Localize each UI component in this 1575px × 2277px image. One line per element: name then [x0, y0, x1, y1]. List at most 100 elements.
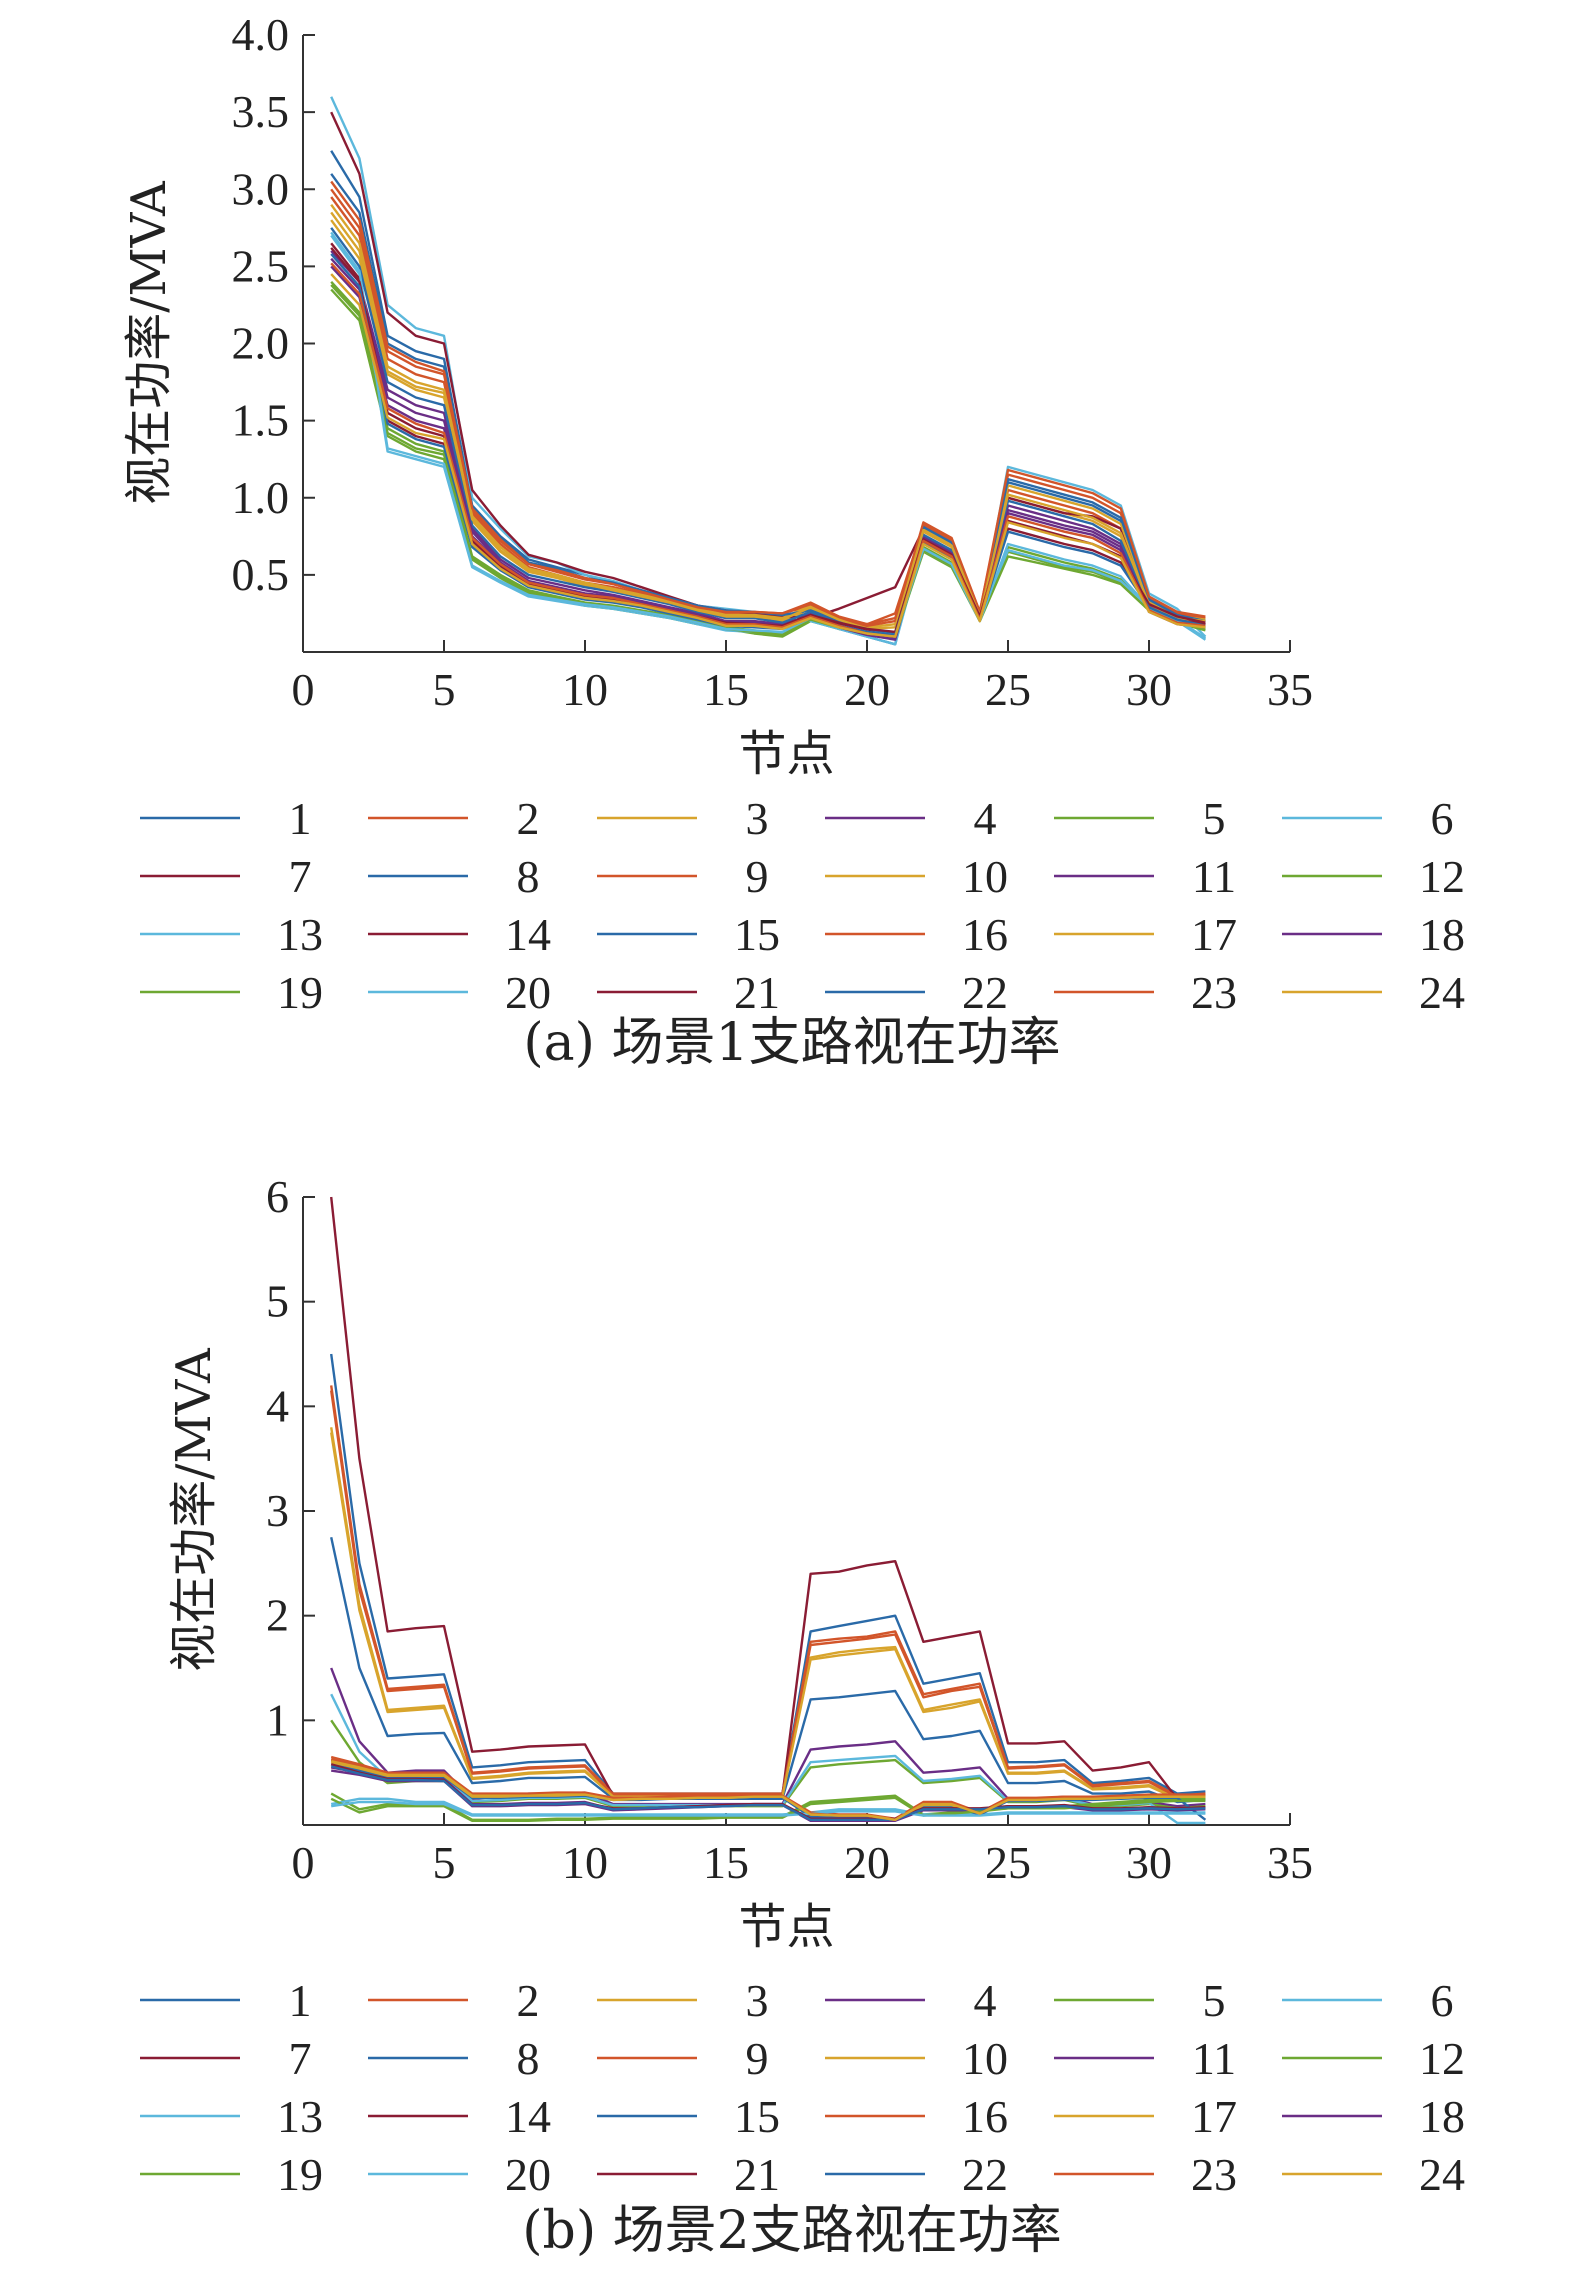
legend-item: 8	[368, 851, 540, 902]
legend-label: 11	[1192, 2033, 1236, 2084]
legend-item: 18	[1282, 909, 1465, 960]
legend-item: 16	[825, 2091, 1008, 2142]
series-line-8	[330, 227, 1206, 638]
y-tick-label: 0.5	[232, 549, 290, 600]
legend-label: 9	[746, 2033, 769, 2084]
legend-label: 12	[1419, 851, 1465, 902]
legend-item: 11	[1054, 851, 1236, 902]
series-line-22	[330, 1765, 1206, 1822]
x-tick-label: 25	[985, 664, 1031, 715]
series-line-20	[331, 1800, 1206, 1817]
legend-item: 10	[825, 851, 1008, 902]
x-axis-label: 节点	[738, 726, 834, 782]
y-tick-label: 3.5	[232, 86, 290, 137]
legend-item: 9	[597, 2033, 769, 2084]
y-tick-label: 1	[266, 1694, 289, 1745]
legend-item: 4	[825, 1975, 997, 2026]
series-line-7	[330, 1196, 1206, 1801]
x-tick-label: 5	[433, 1837, 456, 1888]
legend-item: 17	[1054, 909, 1237, 960]
y-tick-label: 4	[266, 1380, 289, 1431]
legend-label: 5	[1203, 1975, 1226, 2026]
legend-item: 15	[597, 2091, 780, 2142]
series-line-10	[330, 203, 1206, 629]
series-line-2	[330, 196, 1206, 626]
legend-label: 22	[962, 2149, 1008, 2200]
legend-label: 18	[1419, 2091, 1465, 2142]
legend-item: 4	[825, 793, 997, 844]
legend-item: 21	[597, 967, 780, 1018]
series-line-9	[330, 188, 1206, 626]
legend-label: 11	[1192, 851, 1236, 902]
legend-item: 10	[825, 2033, 1008, 2084]
legend-label: 8	[517, 851, 540, 902]
series-line-1	[330, 1353, 1206, 1795]
legend-label: 24	[1419, 967, 1465, 1018]
legend-item: 14	[368, 2091, 551, 2142]
x-tick-label: 30	[1126, 664, 1172, 715]
legend-item: 16	[825, 909, 1008, 960]
series-line-19	[330, 1796, 1206, 1823]
legend-item: 13	[140, 909, 323, 960]
legend-label: 16	[962, 2091, 1008, 2142]
legend-item: 19	[140, 2149, 323, 2200]
legend-item: 24	[1282, 967, 1465, 1018]
series-line-7	[330, 111, 1206, 623]
y-axis-label: 视在功率/MVA	[166, 1347, 222, 1672]
y-tick-label: 2.0	[232, 318, 290, 369]
legend-label: 9	[746, 851, 769, 902]
legend-label: 23	[1191, 967, 1237, 1018]
y-tick-label: 4.0	[232, 9, 290, 60]
legend-label: 13	[277, 2091, 323, 2142]
legend-item: 2	[368, 793, 540, 844]
legend-item: 21	[597, 2149, 780, 2200]
legend-label: 7	[289, 851, 312, 902]
legend-item: 17	[1054, 2091, 1237, 2142]
y-tick-label: 2	[266, 1590, 289, 1641]
figure-caption: (b) 场景2支路视在功率	[522, 2201, 1061, 2261]
legend-item: 13	[140, 2091, 323, 2142]
y-tick-label: 3.0	[232, 163, 290, 214]
series-line-16	[330, 180, 1206, 627]
legend-label: 6	[1431, 793, 1454, 844]
x-tick-label: 35	[1267, 1837, 1313, 1888]
legend-item: 2	[368, 1975, 540, 2026]
legend-label: 1	[289, 1975, 312, 2026]
x-tick-label: 5	[433, 664, 456, 715]
legend-label: 18	[1419, 909, 1465, 960]
x-tick-label: 0	[292, 1837, 315, 1888]
legend-label: 1	[289, 793, 312, 844]
legend-item: 5	[1054, 1975, 1226, 2026]
legend-item: 15	[597, 909, 780, 960]
legend-item: 20	[368, 967, 551, 1018]
legend-label: 14	[505, 2091, 551, 2142]
legend-label: 24	[1419, 2149, 1465, 2200]
series-line-19	[330, 284, 1206, 638]
legend-item: 5	[1054, 793, 1226, 844]
y-tick-label: 2.5	[232, 240, 290, 291]
x-tick-label: 30	[1126, 1837, 1172, 1888]
series-line-5	[330, 288, 1206, 638]
legend-item: 20	[368, 2149, 551, 2200]
series-line-17	[330, 211, 1206, 631]
x-tick-label: 20	[844, 1837, 890, 1888]
legend-label: 5	[1203, 793, 1226, 844]
figure-caption: (a) 场景1支路视在功率	[523, 1013, 1060, 1073]
x-tick-label: 15	[703, 1837, 749, 1888]
legend-label: 6	[1431, 1975, 1454, 2026]
legend-label: 20	[505, 2149, 551, 2200]
legend-item: 7	[140, 2033, 312, 2084]
x-tick-label: 15	[703, 664, 749, 715]
chart-panel-1: 0 5 10 15 20 25 30 350.51.01.52.02.53.03.54.0节点…	[121, 9, 1465, 1073]
legend-item: 3	[597, 1975, 769, 2026]
legend-label: 8	[517, 2033, 540, 2084]
x-tick-label: 35	[1267, 664, 1313, 715]
legend-label: 13	[277, 909, 323, 960]
legend-item: 9	[597, 851, 769, 902]
x-tick-label: 25	[985, 1837, 1031, 1888]
legend-item: 12	[1282, 851, 1465, 902]
y-tick-label: 1.0	[232, 472, 290, 523]
y-tick-label: 1.5	[232, 395, 290, 446]
